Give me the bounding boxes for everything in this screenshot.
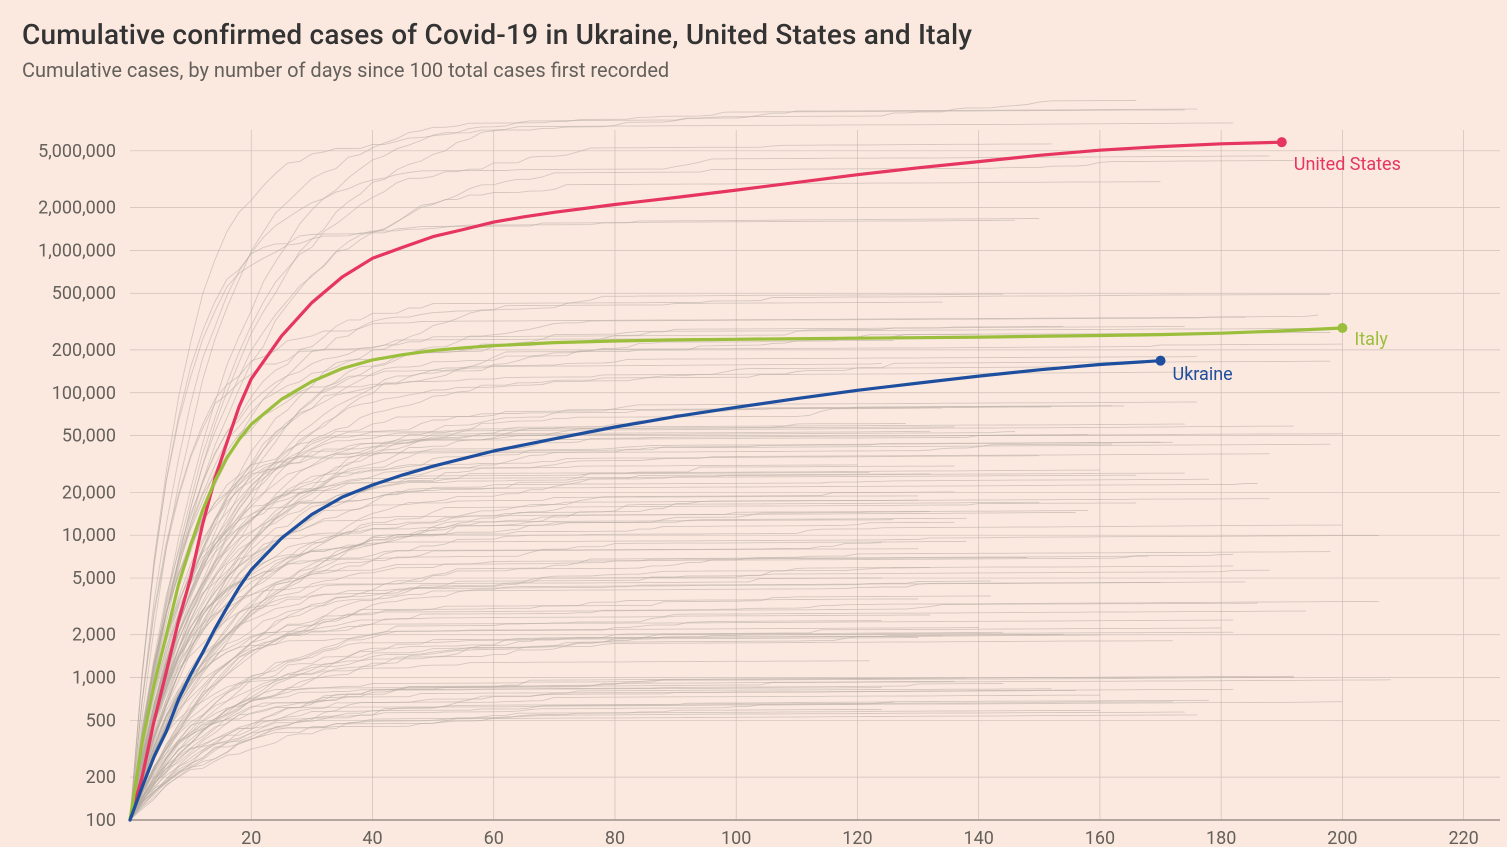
background-series — [130, 641, 1173, 820]
background-series — [130, 601, 1379, 820]
series-end-marker — [1156, 356, 1166, 366]
x-tick-label: 100 — [721, 828, 751, 847]
y-tick-label: 5,000,000 — [38, 141, 116, 162]
background-series — [130, 549, 918, 820]
background-series — [130, 144, 1051, 820]
y-tick-label: 2,000,000 — [38, 197, 116, 218]
background-series — [130, 700, 1209, 819]
background-series — [130, 357, 1197, 818]
background-series — [130, 676, 1294, 819]
background-series — [130, 432, 1015, 820]
background-series — [130, 408, 942, 817]
y-tick-label: 200,000 — [52, 340, 116, 361]
x-tick-label: 80 — [605, 828, 625, 847]
background-series — [130, 620, 1233, 820]
x-tick-label: 120 — [842, 828, 872, 847]
y-tick-label: 200 — [86, 767, 116, 788]
y-tick-label: 20,000 — [62, 482, 116, 503]
x-tick-label: 140 — [963, 828, 993, 847]
y-tick-label: 500 — [86, 710, 116, 731]
background-series — [130, 632, 1003, 820]
x-tick-label: 200 — [1327, 828, 1357, 847]
background-series — [130, 691, 1076, 821]
chart-container: Cumulative confirmed cases of Covid-19 i… — [0, 0, 1507, 847]
background-series — [130, 636, 942, 817]
background-series — [130, 295, 1330, 820]
series-label: Ukraine — [1173, 364, 1233, 385]
y-tick-label: 2,000 — [72, 625, 116, 646]
chart-svg: 100 200 500 1,000 2,000 5,000 10,000 20,000 50,0… — [0, 0, 1507, 847]
series-end-marker — [1277, 137, 1287, 147]
background-series — [130, 715, 1197, 817]
series-label: United States — [1294, 154, 1401, 175]
y-tick-label: 50,000 — [62, 426, 116, 447]
background-series — [130, 570, 1270, 818]
x-tick-label: 20 — [241, 828, 261, 847]
x-tick-label: 60 — [484, 828, 504, 847]
background-series — [130, 702, 894, 820]
series-end-marker — [1337, 323, 1347, 333]
series-label: Italy — [1354, 329, 1388, 350]
background-series — [130, 520, 894, 820]
x-tick-label: 40 — [362, 828, 382, 847]
y-tick-label: 1,000,000 — [38, 240, 116, 261]
background-series — [130, 661, 870, 818]
background-series — [130, 689, 1233, 820]
y-tick-label: 500,000 — [52, 283, 116, 304]
y-tick-label: 100 — [86, 810, 116, 831]
background-series — [130, 156, 1270, 816]
y-tick-label: 10,000 — [62, 525, 116, 546]
background-lines — [130, 101, 1391, 821]
x-tick-label: 160 — [1085, 828, 1115, 847]
background-series — [130, 552, 1330, 820]
x-tick-label: 220 — [1448, 828, 1478, 847]
background-series — [130, 511, 1088, 817]
background-series — [130, 628, 1221, 820]
background-series — [130, 677, 1294, 820]
background-series — [130, 315, 1318, 820]
y-tick-label: 100,000 — [52, 383, 116, 404]
y-tick-label: 1,000 — [72, 668, 116, 689]
x-tick-label: 180 — [1206, 828, 1236, 847]
y-tick-label: 5,000 — [72, 568, 116, 589]
background-series — [130, 361, 1330, 819]
